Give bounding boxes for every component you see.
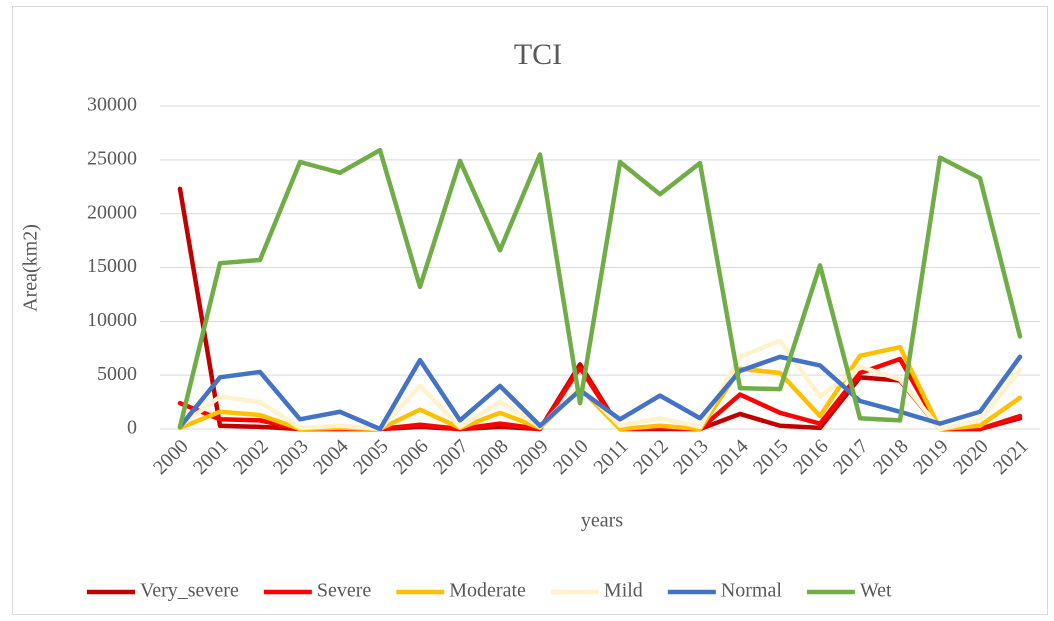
x-axis-label: years — [581, 510, 623, 532]
legend-label: Wet — [860, 580, 892, 602]
y-tick-label: 15000 — [87, 255, 137, 277]
y-tick-label: 10000 — [87, 309, 137, 331]
y-tick-label: 0 — [127, 417, 137, 439]
legend-label: Severe — [317, 580, 372, 602]
legend-label: Moderate — [449, 580, 526, 602]
legend-label: Mild — [604, 580, 643, 602]
series-line — [177, 147, 1023, 430]
y-tick-label: 20000 — [87, 201, 137, 223]
y-tick-label: 30000 — [87, 94, 137, 116]
y-tick-label: 25000 — [87, 147, 137, 169]
series-line — [177, 354, 1023, 432]
legend-label: Very_severe — [140, 580, 239, 602]
legend-label: Normal — [721, 580, 783, 602]
chart-border — [12, 6, 1048, 615]
y-axis-label: Area(km2) — [20, 224, 42, 312]
chart-title: TCI — [514, 38, 562, 71]
y-tick-label: 5000 — [97, 363, 137, 385]
